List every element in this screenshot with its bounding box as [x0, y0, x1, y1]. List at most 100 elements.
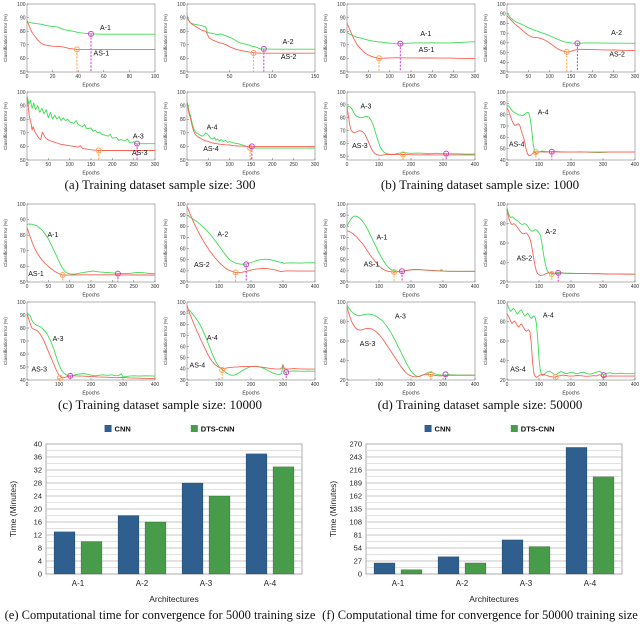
svg-text:CNN: CNN	[115, 425, 131, 434]
svg-text:4: 4	[38, 557, 42, 566]
subplot-b4: 0 100 200 300 400 40 50 60 70 80 90 100 Epochs Classi…	[483, 90, 639, 176]
svg-text:100: 100	[17, 2, 26, 8]
row-ef: CNN DTS-CNN 0 4 8 12 16 20 24 28 32 36 40 A-1 A-2 A-3 A-…	[0, 418, 640, 628]
svg-text:20: 20	[34, 505, 42, 514]
svg-text:100: 100	[65, 284, 74, 290]
svg-text:0: 0	[25, 284, 28, 290]
svg-text:100: 100	[374, 162, 383, 168]
svg-text:300: 300	[630, 74, 639, 80]
svg-text:80: 80	[339, 29, 345, 35]
svg-text:300: 300	[278, 284, 287, 290]
svg-text:AS-1: AS-1	[418, 47, 434, 54]
svg-text:DTS-CNN: DTS-CNN	[521, 425, 555, 434]
svg-text:A-2: A-2	[456, 579, 469, 588]
svg-text:40: 40	[179, 367, 185, 373]
svg-text:81: 81	[354, 531, 362, 540]
svg-text:400: 400	[630, 162, 639, 168]
svg-text:AS-2: AS-2	[194, 262, 210, 269]
subplot-a2: 0 50 100 1505060708090100EpochsClassificati…	[163, 2, 319, 88]
svg-text:70: 70	[19, 131, 25, 137]
subplot-c1: 0 50 100 150 200 250 3005060708090100EpochsCla…	[3, 202, 159, 298]
panel-e-plot: CNN DTS-CNN 0 4 8 12 16 20 24 28 32 36 40 A-1 A-2 A-3 A-…	[0, 422, 320, 606]
svg-text:80: 80	[339, 319, 345, 325]
subplot-d3: 0 100 200 300 400 20 40 60 80 100 Epochs Classifica…	[323, 300, 479, 396]
svg-text:54: 54	[354, 544, 362, 553]
svg-text:80: 80	[19, 29, 25, 35]
svg-text:Epochs: Epochs	[402, 293, 420, 299]
svg-text:40: 40	[499, 158, 505, 164]
svg-text:250: 250	[129, 162, 138, 168]
row-ab: 0 20 40 60 80 100 50 60 70 80 90 100 Epochs Classific…	[0, 0, 640, 200]
panel-f-plot: CNN DTS-CNN 0 27 54 81 108 135 162 189 216 243 270 A-…	[320, 422, 640, 606]
subplot-d2: 0 100 200 300 400 20 40 60 80 100 Epochs Classifica…	[483, 202, 639, 299]
svg-text:40: 40	[499, 260, 505, 266]
svg-text:A-4: A-4	[206, 124, 217, 131]
svg-text:70: 70	[19, 249, 25, 255]
svg-text:30: 30	[339, 280, 345, 286]
svg-text:AS-4: AS-4	[508, 141, 524, 148]
svg-text:A-3: A-3	[360, 104, 371, 111]
svg-text:Epochs: Epochs	[562, 293, 580, 299]
svg-text:70: 70	[179, 333, 185, 339]
svg-text:400: 400	[470, 162, 479, 168]
svg-text:100: 100	[54, 382, 63, 388]
svg-text:400: 400	[310, 382, 319, 388]
svg-text:400: 400	[470, 382, 479, 388]
svg-text:80: 80	[126, 74, 132, 80]
svg-text:0: 0	[185, 284, 188, 290]
subplot-b2: 0 50 100 150 200 250 300 30 40 50 60 70 80 90 100 Epoch…	[483, 2, 639, 88]
svg-text:DTS-CNN: DTS-CNN	[201, 425, 235, 434]
svg-text:250: 250	[609, 74, 618, 80]
svg-text:Classification Error (%): Classification Error (%)	[483, 317, 488, 365]
svg-text:30: 30	[179, 378, 185, 384]
svg-text:100: 100	[534, 382, 543, 388]
svg-text:300: 300	[598, 284, 607, 290]
svg-text:80: 80	[499, 21, 505, 27]
svg-text:50: 50	[205, 162, 211, 168]
svg-text:0: 0	[185, 162, 188, 168]
subplot-a1: 0 20 40 60 80 100 50 60 70 80 90 100 Epochs Classific…	[3, 2, 159, 88]
svg-text:150: 150	[310, 74, 319, 80]
svg-text:90: 90	[179, 311, 185, 317]
svg-text:200: 200	[566, 284, 575, 290]
svg-text:90: 90	[19, 15, 25, 21]
svg-text:AS-2: AS-2	[280, 54, 296, 61]
svg-text:Classification Error (%): Classification Error (%)	[483, 14, 488, 62]
svg-text:24: 24	[34, 492, 42, 501]
svg-text:60: 60	[499, 241, 505, 247]
svg-text:50: 50	[179, 158, 185, 164]
svg-text:70: 70	[19, 43, 25, 49]
svg-text:0: 0	[345, 162, 348, 168]
svg-text:0: 0	[505, 284, 508, 290]
svg-text:90: 90	[19, 217, 25, 223]
svg-text:50: 50	[45, 162, 51, 168]
svg-text:A-2: A-2	[611, 30, 622, 37]
svg-text:400: 400	[630, 382, 639, 388]
svg-text:AS-4: AS-4	[510, 367, 526, 374]
svg-text:0: 0	[358, 570, 362, 579]
svg-text:Classification Error (%): Classification Error (%)	[323, 219, 328, 267]
svg-text:A-1: A-1	[99, 25, 110, 32]
svg-text:Classification Error (%): Classification Error (%)	[3, 102, 8, 150]
svg-text:40: 40	[179, 269, 185, 275]
svg-text:AS-3: AS-3	[131, 150, 147, 157]
svg-text:CNN: CNN	[435, 425, 451, 434]
svg-text:A-1: A-1	[376, 235, 387, 242]
svg-text:400: 400	[150, 382, 159, 388]
svg-text:100: 100	[374, 284, 383, 290]
svg-text:300: 300	[278, 382, 287, 388]
svg-text:300: 300	[438, 162, 447, 168]
panel-a-caption: (a) Training dataset sample size: 300	[64, 177, 256, 192]
svg-text:90: 90	[179, 15, 185, 21]
svg-text:150: 150	[566, 74, 575, 80]
svg-text:50: 50	[179, 70, 185, 76]
svg-text:70: 70	[499, 124, 505, 130]
svg-text:400: 400	[310, 284, 319, 290]
svg-text:80: 80	[19, 233, 25, 239]
svg-text:50: 50	[19, 158, 25, 164]
svg-text:AS-2: AS-2	[516, 256, 532, 263]
svg-text:100: 100	[65, 162, 74, 168]
svg-text:100: 100	[177, 300, 186, 306]
svg-text:50: 50	[365, 74, 371, 80]
svg-text:20: 20	[339, 378, 345, 384]
